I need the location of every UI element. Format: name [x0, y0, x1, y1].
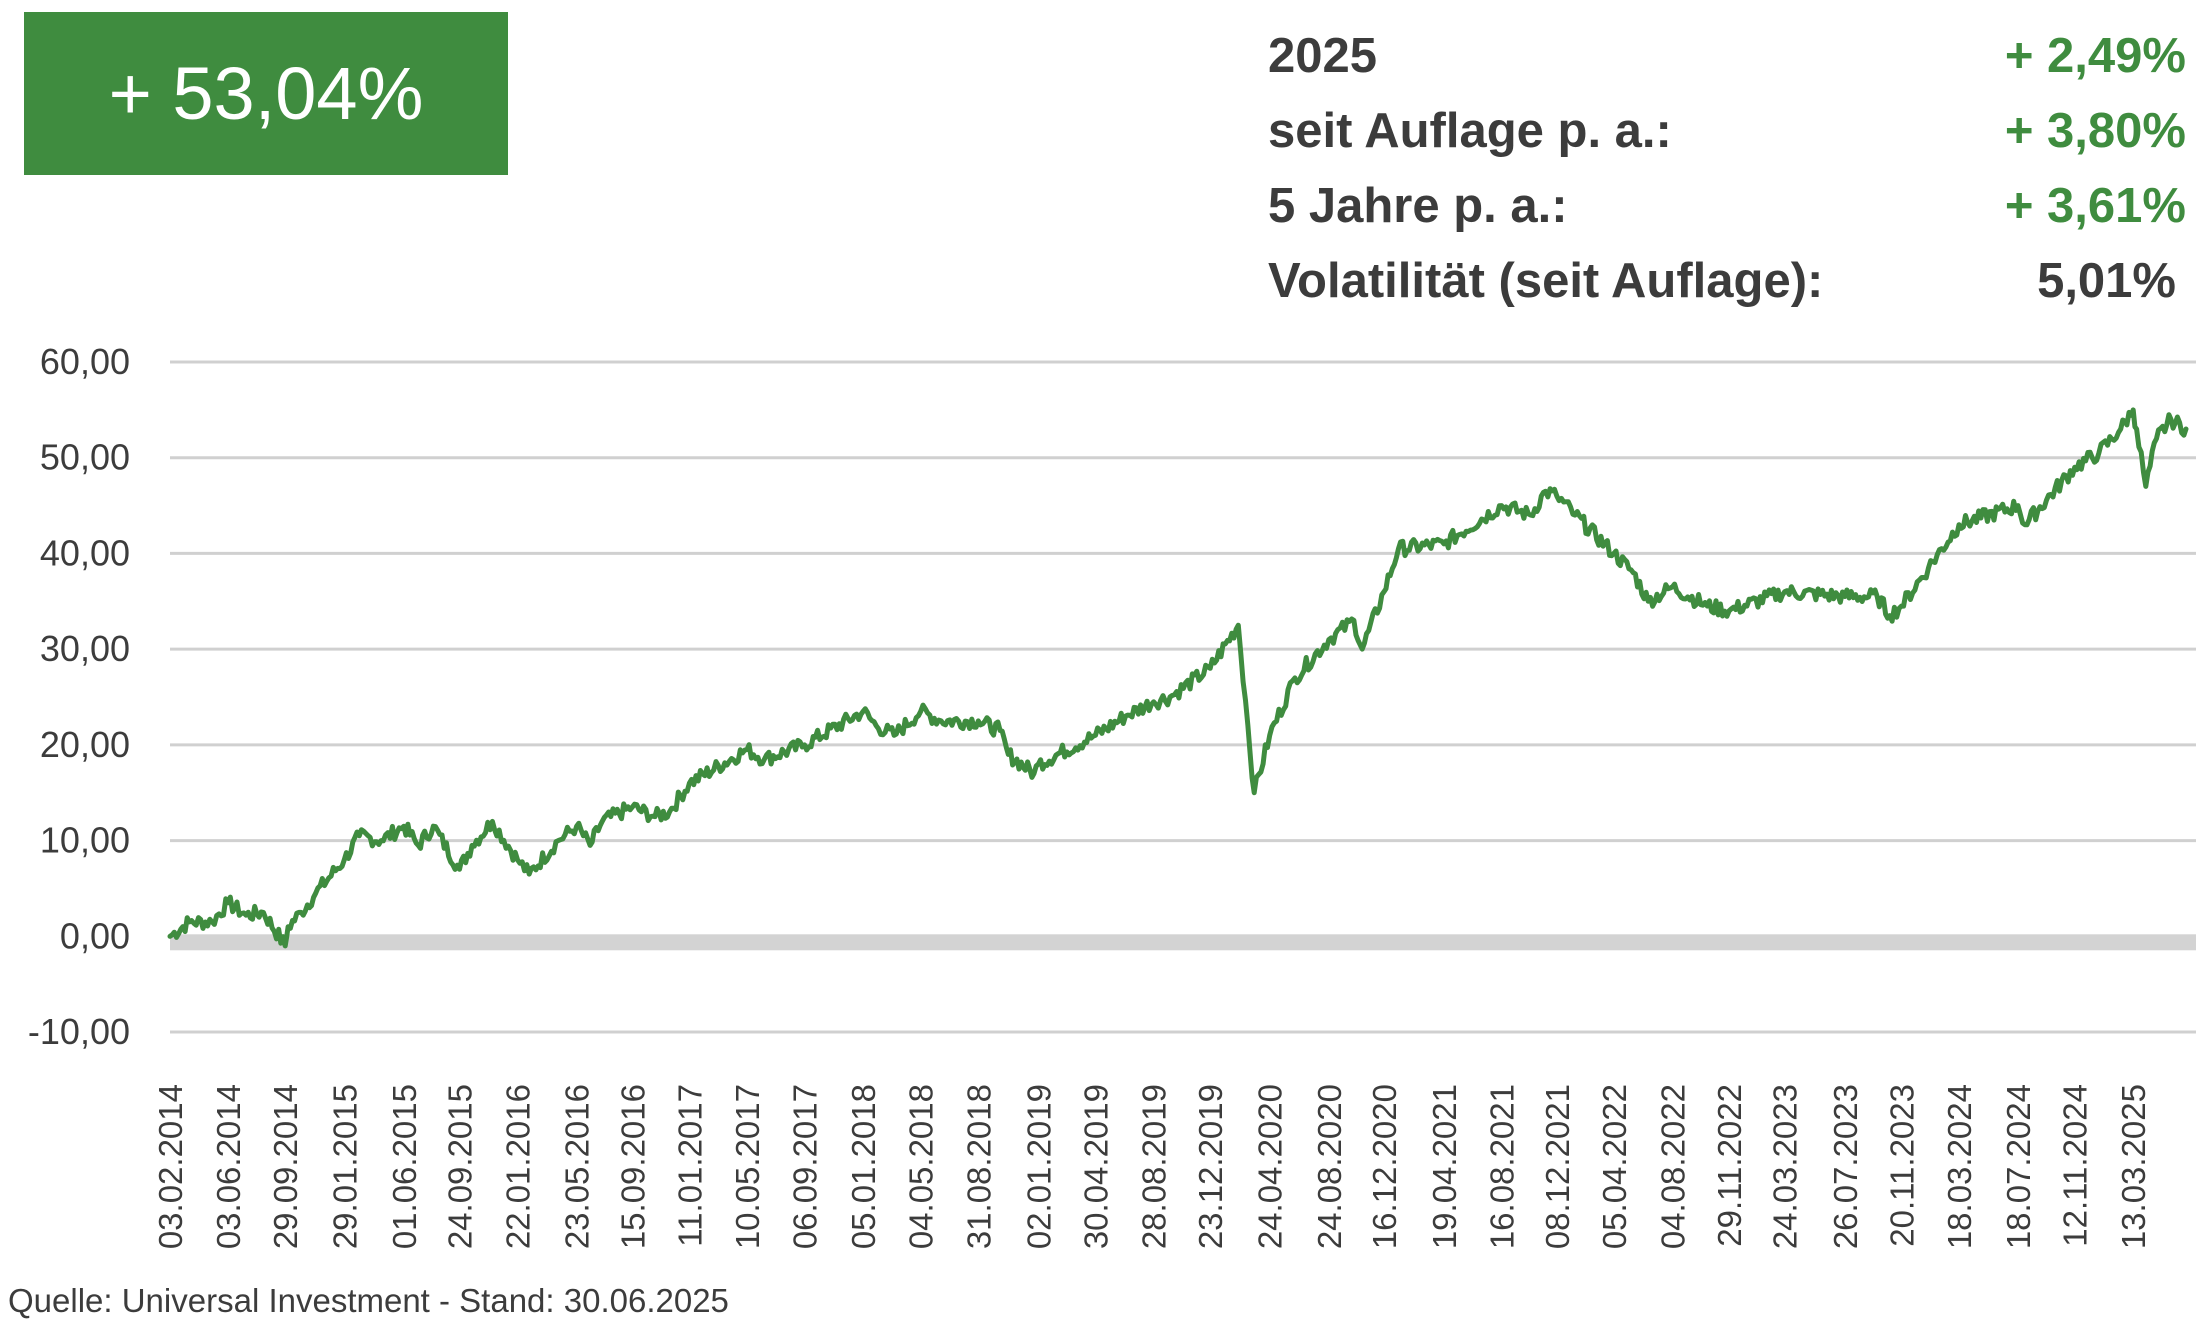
x-tick-label: 29.01.2015 — [326, 1084, 363, 1249]
x-tick-label: 23.05.2016 — [559, 1084, 596, 1249]
x-tick-label: 23.12.2019 — [1192, 1084, 1229, 1249]
x-tick-label: 12.11.2024 — [2057, 1084, 2094, 1247]
stat-row-5-years: 5 Jahre p. a.: + 3,61% — [1268, 168, 2186, 243]
x-tick-label: 24.04.2020 — [1252, 1084, 1289, 1249]
x-tick-label: 05.01.2018 — [845, 1084, 882, 1249]
x-tick-label: 10.05.2017 — [729, 1084, 766, 1249]
stat-value: + 3,80% — [2004, 103, 2186, 158]
headline-value: + 53,04% — [108, 52, 424, 135]
stat-label: Volatilität (seit Auflage): — [1268, 253, 1824, 308]
x-tick-label: 03.02.2014 — [152, 1084, 189, 1249]
x-tick-label: 19.04.2021 — [1426, 1084, 1463, 1249]
x-tick-label: 30.04.2019 — [1077, 1084, 1114, 1249]
x-tick-label: 29.09.2014 — [267, 1084, 304, 1249]
x-tick-label: 18.03.2024 — [1941, 1084, 1978, 1249]
x-tick-label: 16.12.2020 — [1366, 1084, 1403, 1249]
x-tick-label: 02.01.2019 — [1020, 1084, 1057, 1249]
stats-panel: 2025 + 2,49% seit Auflage p. a.: + 3,80%… — [1268, 18, 2186, 318]
x-tick-label: 26.07.2023 — [1827, 1084, 1864, 1249]
stat-label: 2025 — [1268, 28, 1378, 83]
y-tick-label: 60,00 — [40, 341, 130, 382]
x-tick-label: 20.11.2023 — [1883, 1084, 1920, 1247]
y-tick-label: -10,00 — [28, 1011, 130, 1052]
x-tick-label: 13.03.2025 — [2115, 1084, 2152, 1249]
stat-value: 5,01% — [2037, 253, 2176, 308]
x-tick-label: 06.09.2017 — [787, 1084, 824, 1249]
x-tick-label: 28.08.2019 — [1136, 1084, 1173, 1249]
x-tick-label: 22.01.2016 — [500, 1084, 537, 1249]
x-tick-label: 15.09.2016 — [614, 1084, 651, 1249]
x-tick-label: 29.11.2022 — [1711, 1084, 1748, 1247]
stat-row-volatility: Volatilität (seit Auflage): 5,01% — [1268, 243, 2186, 318]
y-tick-label: 40,00 — [40, 532, 130, 573]
x-tick-label: 03.06.2014 — [210, 1084, 247, 1249]
stat-value: + 2,49% — [2004, 28, 2186, 83]
stat-value: + 3,61% — [2004, 178, 2186, 233]
y-tick-label: 0,00 — [60, 915, 130, 956]
stat-row-2025: 2025 + 2,49% — [1268, 18, 2186, 93]
y-tick-label: 50,00 — [40, 437, 130, 478]
x-tick-label: 05.04.2022 — [1596, 1084, 1633, 1249]
y-tick-label: 30,00 — [40, 628, 130, 669]
series-line — [167, 407, 2189, 949]
x-tick-label: 18.07.2024 — [2000, 1084, 2037, 1249]
x-tick-label: 24.09.2015 — [441, 1084, 478, 1249]
source-note: Quelle: Universal Investment - Stand: 30… — [8, 1282, 729, 1319]
x-tick-label: 04.05.2018 — [903, 1084, 940, 1249]
x-tick-label: 08.12.2021 — [1539, 1084, 1576, 1249]
x-tick-label: 01.06.2015 — [386, 1084, 423, 1249]
performance-badge: + 53,04% — [24, 12, 508, 175]
stat-label: 5 Jahre p. a.: — [1268, 178, 1568, 233]
y-tick-label: 10,00 — [40, 820, 130, 861]
y-tick-label: 20,00 — [40, 724, 130, 765]
performance-line-chart: -10,00 0,00 10,00 20,00 30,00 40,00 50,00 60,00… — [28, 341, 2196, 1249]
stat-label: seit Auflage p. a.: — [1268, 103, 1672, 158]
x-tick-label: 24.08.2020 — [1311, 1084, 1348, 1249]
stat-row-since-inception: seit Auflage p. a.: + 3,80% — [1268, 93, 2186, 168]
x-tick-label: 16.08.2021 — [1484, 1084, 1521, 1249]
zero-baseline-band — [170, 934, 2196, 951]
x-tick-label: 04.08.2022 — [1654, 1084, 1691, 1249]
x-tick-label: 24.03.2023 — [1767, 1084, 1804, 1249]
x-tick-label: 11.01.2017 — [671, 1084, 708, 1247]
x-tick-label: 31.08.2018 — [960, 1084, 997, 1249]
